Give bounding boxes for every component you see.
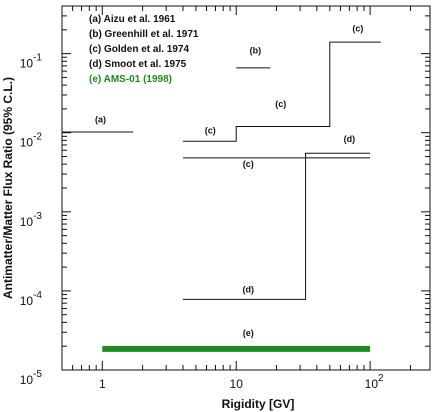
series-label: (b) <box>250 46 262 56</box>
legend-entry: (d) Smoot et al. 1975 <box>89 59 187 70</box>
x-axis-title: Rigidity [GV] <box>222 397 295 411</box>
legend-entry: (c) Golden et al. 1974 <box>89 44 189 55</box>
series-label: (e) <box>243 328 254 338</box>
legend-entry: (a) Aizu et al. 1961 <box>89 14 176 25</box>
x-tick-label: 102 <box>365 373 384 391</box>
series-label: (c) <box>352 24 363 34</box>
axis-ticks <box>61 5 430 371</box>
series-label: (c) <box>243 159 254 169</box>
series-label: (d) <box>243 285 255 295</box>
y-axis-title: Antimatter/Matter Flux Ratio (95% C.L.) <box>1 77 15 299</box>
series-line-5 <box>182 152 371 300</box>
y-tick-label: 10-5 <box>20 369 43 387</box>
mark-labels: (a) (b) (c) (c) (c) (c) (d) (d) (e) <box>95 24 363 338</box>
y-tick-label: 10-2 <box>20 132 43 150</box>
series-layer <box>62 41 381 352</box>
legend: (a) Aizu et al. 1961 (b) Greenhill et al.… <box>89 14 199 85</box>
legend-entry: (e) AMS-01 (1998) <box>89 74 172 85</box>
tick-labels: 1 10 102 10-5 10-4 10-3 10-2 10-1 <box>20 53 384 391</box>
y-tick-label: 10-4 <box>20 290 43 308</box>
series-label: (c) <box>275 99 286 109</box>
series-line-3 <box>182 41 381 142</box>
y-tick-label: 10-3 <box>20 211 43 229</box>
series-label: (d) <box>344 134 356 144</box>
legend-entry: (b) Greenhill et al. 1971 <box>89 29 199 40</box>
y-tick-label: 10-1 <box>20 53 43 71</box>
x-tick-label: 10 <box>230 377 244 391</box>
series-label: (c) <box>205 125 216 135</box>
series-label: (a) <box>95 114 106 124</box>
x-tick-label: 1 <box>99 377 106 391</box>
